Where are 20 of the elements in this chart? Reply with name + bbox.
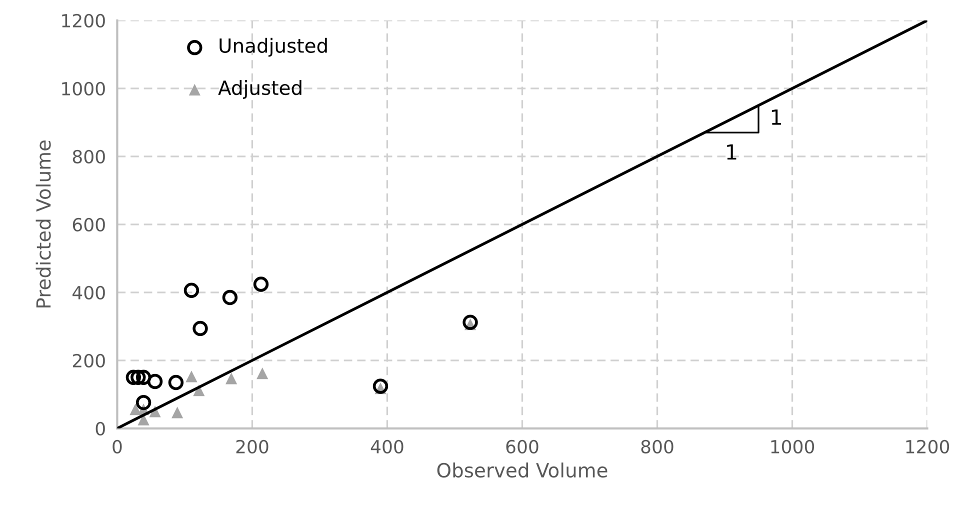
y-tick-label: 200 bbox=[72, 354, 105, 368]
x-tick-label: 800 bbox=[641, 440, 674, 454]
y-axis-title: Predicted Volume bbox=[36, 140, 51, 308]
y-tick-label: 400 bbox=[72, 286, 105, 300]
x-tick-label: 0 bbox=[112, 440, 122, 454]
y-tick-label: 600 bbox=[72, 218, 105, 232]
x-tick-label: 1000 bbox=[771, 440, 814, 454]
x-axis-title: Observed Volume bbox=[437, 462, 608, 478]
y-tick-label: 1200 bbox=[62, 14, 105, 28]
y-tick-label: 1000 bbox=[62, 82, 105, 96]
y-tick-label: 0 bbox=[96, 422, 105, 436]
x-tick-label: 600 bbox=[506, 440, 538, 454]
legend-label: Unadjusted bbox=[220, 38, 327, 57]
x-tick-label: 200 bbox=[236, 440, 268, 454]
annotation: 1 bbox=[772, 110, 781, 125]
x-tick-label: 400 bbox=[370, 440, 404, 454]
x-tick-label: 1200 bbox=[906, 440, 950, 454]
y-tick-label: 800 bbox=[72, 150, 105, 164]
annotation: 1 bbox=[727, 144, 736, 160]
legend-label: Adjusted bbox=[218, 80, 302, 99]
